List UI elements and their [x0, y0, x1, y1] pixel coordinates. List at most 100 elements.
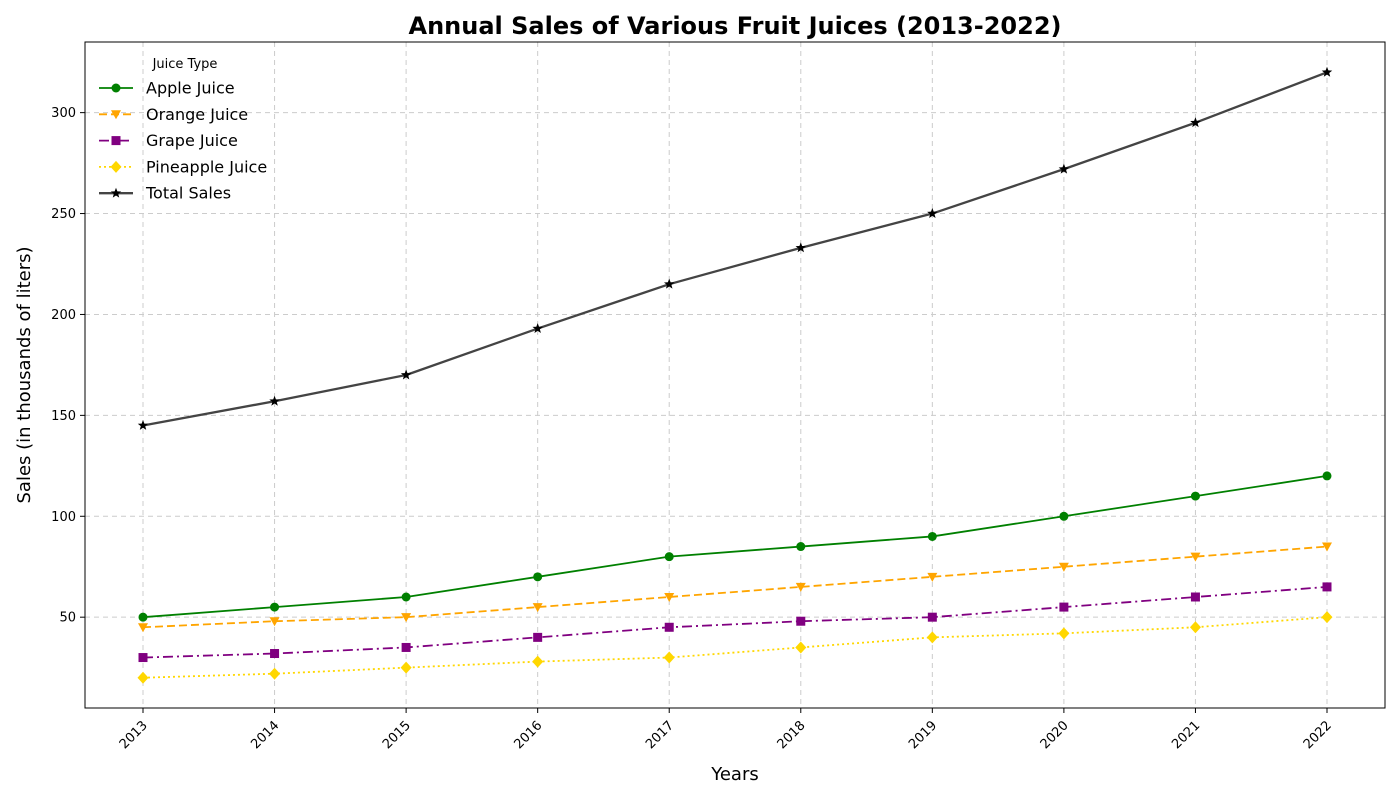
- data-point: [137, 671, 149, 684]
- data-point: [927, 612, 937, 622]
- legend-label: Apple Juice: [146, 79, 235, 98]
- data-point: [532, 655, 544, 668]
- data-point: [1189, 621, 1201, 634]
- series-pineapple-juice: [137, 611, 1333, 684]
- x-tick-label: 2013: [117, 718, 151, 752]
- data-point: [138, 653, 148, 663]
- data-point: [1190, 117, 1201, 128]
- legend-title: Juice Type: [152, 57, 218, 72]
- legend-label: Grape Juice: [146, 131, 238, 150]
- data-point: [138, 623, 148, 633]
- x-tick-label: 2016: [511, 718, 545, 752]
- legend-marker: [111, 136, 121, 146]
- data-point: [401, 642, 411, 652]
- data-point: [1059, 511, 1069, 521]
- data-point: [926, 631, 938, 644]
- data-point: [795, 242, 807, 253]
- legend-marker: [111, 110, 121, 120]
- y-tick-label: 50: [59, 611, 76, 626]
- y-tick-label: 200: [51, 308, 76, 323]
- series-line: [142, 545, 1328, 629]
- data-point: [532, 603, 543, 613]
- y-axis-ticks: 50 100 150 200 250 300: [51, 106, 85, 626]
- data-point: [269, 617, 280, 627]
- y-tick-label: 100: [51, 510, 76, 525]
- data-point: [270, 602, 280, 612]
- legend-entry: Orange Juice: [99, 105, 248, 124]
- legend-marker: [110, 187, 122, 198]
- series-line: [142, 616, 1328, 679]
- x-axis-ticks: 2013 2014 2015 2016 2017 2018 2019 2020 2021 2022: [117, 708, 1335, 752]
- data-point: [927, 572, 938, 582]
- data-point: [795, 582, 806, 592]
- series-line: [142, 475, 1328, 619]
- data-point: [1322, 471, 1332, 481]
- data-point: [401, 613, 412, 623]
- data-point: [1058, 627, 1070, 640]
- data-point: [1190, 592, 1200, 602]
- data-point: [663, 651, 675, 664]
- x-tick-label: 2017: [643, 718, 677, 752]
- y-tick-label: 250: [51, 207, 76, 222]
- data-point: [400, 369, 412, 380]
- legend-label: Orange Juice: [146, 105, 248, 124]
- x-tick-label: 2014: [248, 718, 282, 752]
- series-grape-juice: [138, 582, 1332, 663]
- x-axis-label: Years: [710, 764, 759, 785]
- data-point: [927, 208, 938, 218]
- chart-title: Annual Sales of Various Fruit Juices (20…: [409, 12, 1062, 40]
- data-point: [927, 531, 937, 541]
- data-point: [269, 395, 280, 406]
- data-point: [1058, 562, 1069, 572]
- data-point: [269, 667, 281, 680]
- legend: Juice Type Apple Juice Orange Juice Grape …: [99, 57, 267, 203]
- data-point: [1322, 582, 1332, 592]
- x-tick-label: 2019: [906, 718, 940, 752]
- legend-label: Pineapple Juice: [146, 157, 267, 176]
- data-point: [1059, 602, 1069, 612]
- data-point: [270, 649, 280, 659]
- plot-area-frame: [84, 41, 1386, 709]
- series-apple-juice: [138, 471, 1332, 622]
- series-total-sales: [137, 66, 1333, 430]
- data-point: [533, 572, 543, 582]
- grid-lines: [85, 42, 1385, 708]
- data-point: [1190, 491, 1200, 501]
- data-point: [664, 622, 674, 632]
- x-tick-label: 2018: [775, 718, 809, 752]
- data-point: [1321, 66, 1333, 77]
- x-tick-label: 2020: [1038, 718, 1072, 752]
- data-point: [795, 641, 807, 654]
- data-point: [1058, 163, 1070, 174]
- data-point: [138, 612, 148, 622]
- x-tick-label: 2021: [1169, 718, 1203, 752]
- legend-entry: Total Sales: [99, 184, 231, 203]
- y-tick-label: 300: [51, 106, 76, 121]
- series-orange-juice: [138, 542, 1332, 633]
- legend-marker: [111, 83, 121, 93]
- legend-entry: Pineapple Juice: [99, 157, 267, 176]
- y-tick-label: 150: [51, 409, 76, 424]
- data-point: [137, 419, 149, 430]
- legend-label: Total Sales: [145, 184, 231, 203]
- y-axis-label: Sales (in thousands of liters): [14, 246, 35, 503]
- data-point: [663, 278, 675, 289]
- data-point: [1321, 611, 1333, 624]
- data-point: [533, 632, 543, 642]
- data-point: [401, 592, 411, 602]
- data-point: [400, 661, 412, 674]
- data-point: [796, 616, 806, 626]
- data-point: [796, 542, 806, 552]
- series-line: [142, 71, 1328, 427]
- data-point: [532, 323, 543, 334]
- data-point: [1322, 542, 1332, 552]
- x-tick-label: 2015: [380, 718, 414, 752]
- data-point: [664, 552, 674, 562]
- legend-entry: Grape Juice: [99, 131, 238, 150]
- data-point: [1190, 552, 1201, 562]
- data-point: [664, 593, 675, 602]
- legend-entry: Apple Juice: [99, 79, 235, 98]
- legend-marker: [110, 160, 122, 173]
- series-line: [142, 586, 1328, 659]
